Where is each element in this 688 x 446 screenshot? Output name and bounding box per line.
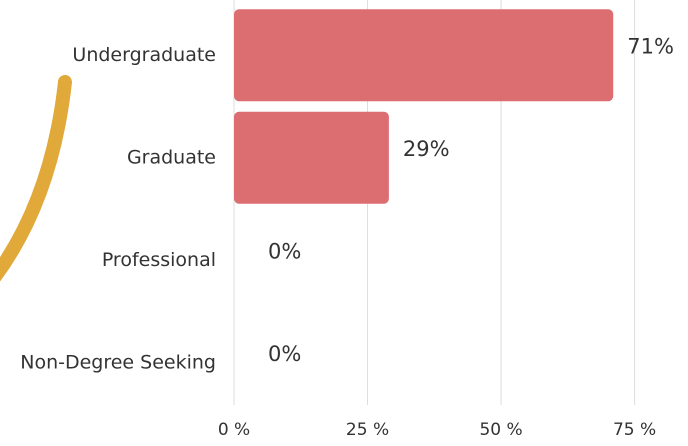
- x-tick-label: 75 %: [613, 420, 656, 440]
- category-label: Graduate: [127, 146, 216, 168]
- x-tick-label: 25 %: [346, 420, 389, 440]
- decorative-arc: [0, 75, 72, 282]
- value-label: 29%: [403, 137, 450, 161]
- x-tick-label: 50 %: [479, 420, 522, 440]
- x-tick-label: 0 %: [218, 420, 250, 440]
- category-label: Professional: [102, 249, 216, 271]
- value-label: 0%: [268, 342, 301, 366]
- category-label: Undergraduate: [72, 44, 216, 66]
- bar: [234, 111, 389, 204]
- value-label: 71%: [627, 34, 674, 58]
- bar: [234, 9, 614, 102]
- value-label: 0%: [268, 239, 301, 263]
- category-label: Non-Degree Seeking: [20, 351, 216, 373]
